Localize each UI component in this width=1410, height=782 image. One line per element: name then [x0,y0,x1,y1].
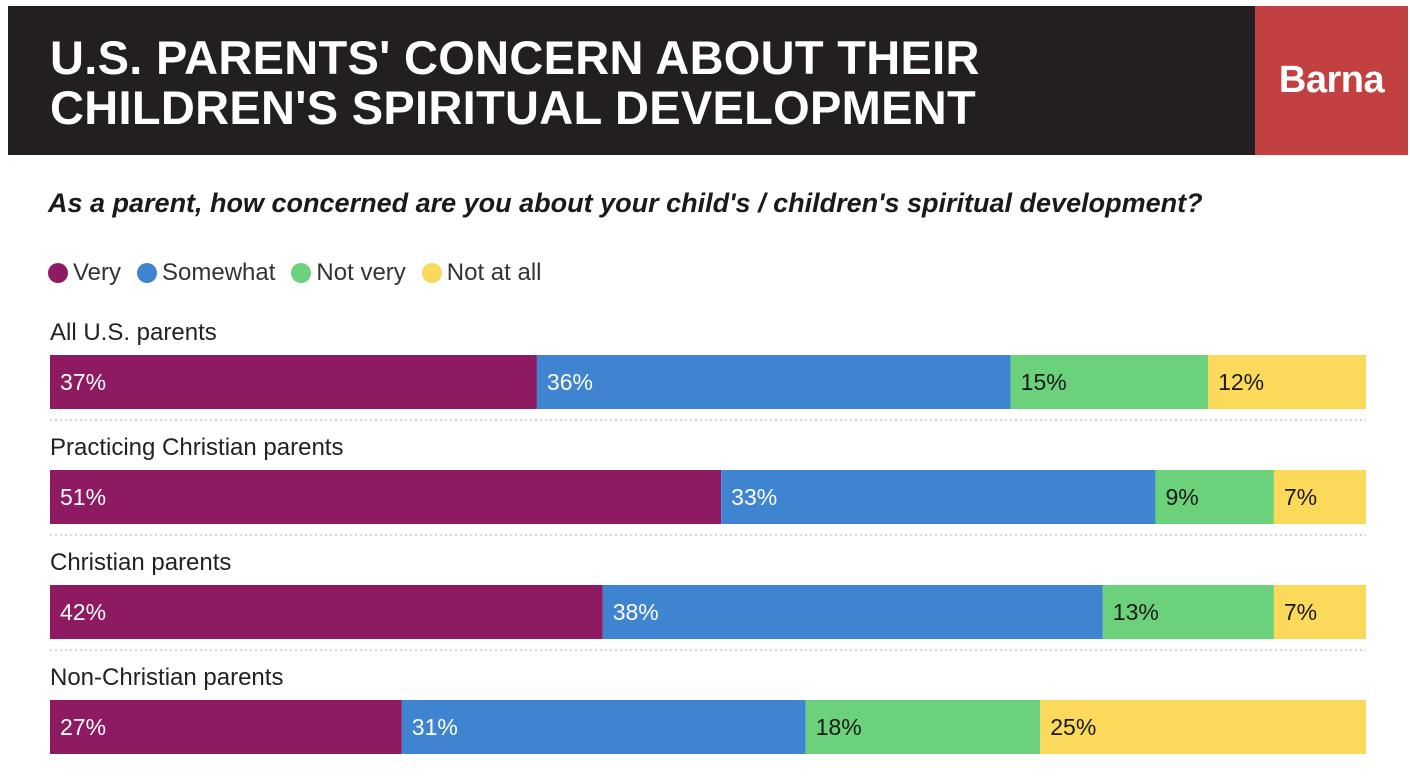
legend-item-not-at-all: Not at all [421,259,542,287]
category-label-non-christian-parents: Non-Christian parents [50,664,283,691]
legend-swatch [137,263,158,283]
category-label-christian-parents: Christian parents [50,549,231,576]
bar-segment-all-u-s-parents-not-very [1010,355,1209,409]
bar-segment-practicing-christian-parents-very [50,470,722,524]
legend-label: Not at all [446,259,542,286]
data-label-non-christian-parents-not-at-all: 25% [1050,714,1096,740]
legend-label: Not very [316,259,406,286]
data-label-christian-parents-not-very: 13% [1113,599,1159,625]
chart-title-line-2: CHILDREN'S SPIRITUAL DEVELOPMENT [50,81,977,134]
chart-subtitle: As a parent, how concerned are you about… [48,188,1203,218]
legend-item-somewhat: Somewhat [137,259,275,287]
bar-segment-all-u-s-parents-somewhat [536,355,1011,409]
chart-header: U.S. PARENTS' CONCERN ABOUT THEIR CHILDR… [8,6,1408,155]
legend-item-not-very: Not very [291,259,406,287]
bar-segment-non-christian-parents-not-very [805,700,1041,754]
data-label-non-christian-parents-very: 27% [60,714,106,740]
data-label-practicing-christian-parents-not-at-all: 7% [1284,484,1317,510]
bar-segment-non-christian-parents-somewhat [401,700,806,754]
bar-segment-christian-parents-somewhat [602,585,1103,639]
data-label-christian-parents-not-at-all: 7% [1284,599,1317,625]
bar-segment-practicing-christian-parents-not-at-all [1273,470,1366,524]
bar-segment-all-u-s-parents-not-at-all [1208,355,1366,409]
data-label-practicing-christian-parents-somewhat: 33% [731,484,777,510]
chart-legend: Very Somewhat Not very Not at all [48,258,558,288]
data-label-practicing-christian-parents-very: 51% [60,484,106,510]
barna-logo: Barna [1255,6,1408,155]
data-label-all-u-s-parents-not-at-all: 12% [1218,369,1264,395]
legend-swatch [48,263,68,283]
data-label-christian-parents-very: 42% [60,599,106,625]
bar-segment-non-christian-parents-not-at-all [1040,700,1366,754]
bar-segment-christian-parents-not-at-all [1273,585,1366,639]
bar-segment-non-christian-parents-very [50,700,402,754]
chart-title: U.S. PARENTS' CONCERN ABOUT THEIR CHILDR… [50,33,980,133]
bar-segment-practicing-christian-parents-not-very [1155,470,1274,524]
legend-label: Somewhat [162,259,276,286]
chart-title-line-1: U.S. PARENTS' CONCERN ABOUT THEIR [50,31,980,84]
legend-swatch [291,263,312,283]
bar-segment-christian-parents-very [50,585,603,639]
bar-segment-christian-parents-not-very [1102,585,1274,639]
legend-label: Very [73,259,122,286]
data-label-all-u-s-parents-very: 37% [60,369,106,395]
legend-item-very: Very [48,259,121,287]
data-label-non-christian-parents-somewhat: 31% [412,714,458,740]
data-label-christian-parents-somewhat: 38% [613,599,659,625]
data-label-practicing-christian-parents-not-very: 9% [1165,484,1198,510]
data-label-all-u-s-parents-not-very: 15% [1021,369,1067,395]
data-label-non-christian-parents-not-very: 18% [816,714,862,740]
bar-segment-all-u-s-parents-very [50,355,537,409]
legend-swatch [421,263,442,283]
category-label-practicing-christian-parents: Practicing Christian parents [50,434,343,461]
data-label-all-u-s-parents-somewhat: 36% [547,369,593,395]
category-label-all-u-s-parents: All U.S. parents [50,319,217,346]
bar-segment-practicing-christian-parents-somewhat [721,470,1156,524]
